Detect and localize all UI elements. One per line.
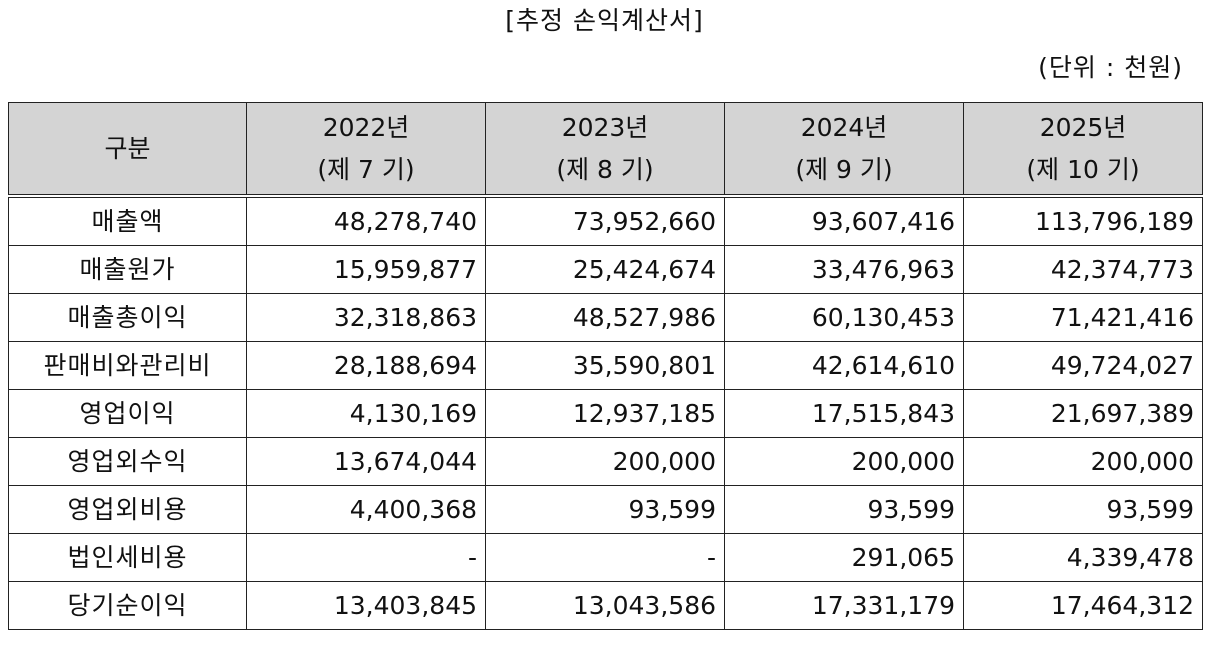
table-row: 영업외비용 4,400,368 93,599 93,599 93,599 [8,485,1203,534]
cell-value: 33,476,963 [724,245,964,294]
row-label: 매출총이익 [8,293,247,342]
row-label: 판매비와관리비 [8,341,247,390]
cell-value: 200,000 [963,437,1203,486]
cell-value: 35,590,801 [485,341,725,390]
cell-value: 291,065 [724,533,964,582]
cell-value: 15,959,877 [246,245,486,294]
table-row: 법인세비용 - - 291,065 4,339,478 [8,533,1203,582]
table-row: 당기순이익 13,403,845 13,043,586 17,331,179 1… [8,581,1203,630]
cell-value: 12,937,185 [485,389,725,438]
header-category: 구분 [8,102,247,197]
cell-value: 13,674,044 [246,437,486,486]
table-body: 매출액 48,278,740 73,952,660 93,607,416 113… [8,195,1203,630]
cell-value: 17,331,179 [724,581,964,630]
header-year-2022: 2022년 (제 7 기) [246,102,486,197]
header-period: (제 7 기) [317,154,415,184]
row-label: 영업외비용 [8,485,247,534]
table-row: 영업외수익 13,674,044 200,000 200,000 200,000 [8,437,1203,486]
document-title: [추정 손익계산서] [505,6,704,35]
cell-value: 200,000 [485,437,725,486]
cell-value: 200,000 [724,437,964,486]
table-row: 매출원가 15,959,877 25,424,674 33,476,963 42… [8,245,1203,294]
cell-value: 49,724,027 [963,341,1203,390]
header-year-2023: 2023년 (제 8 기) [485,102,725,197]
income-statement-table: 구분 2022년 (제 7 기) 2023년 (제 8 기) 2024년 (제 … [8,102,1203,630]
cell-value: 13,403,845 [246,581,486,630]
header-year: 2025년 [1039,112,1127,142]
cell-value: 93,599 [485,485,725,534]
cell-value: 17,464,312 [963,581,1203,630]
unit-note: (단위 : 천원) [1038,53,1183,82]
cell-value: 113,796,189 [963,195,1203,246]
cell-value: 32,318,863 [246,293,486,342]
header-row: 구분 2022년 (제 7 기) 2023년 (제 8 기) 2024년 (제 … [8,102,1203,197]
header-year-2025: 2025년 (제 10 기) [963,102,1203,197]
cell-value: 21,697,389 [963,389,1203,438]
header-year-2024: 2024년 (제 9 기) [724,102,964,197]
header-year: 2024년 [800,112,888,142]
cell-value: 48,278,740 [246,195,486,246]
cell-value: 4,339,478 [963,533,1203,582]
cell-value: 4,130,169 [246,389,486,438]
header-year: 2022년 [322,112,410,142]
table-row: 판매비와관리비 28,188,694 35,590,801 42,614,610… [8,341,1203,390]
header-period: (제 9 기) [795,154,893,184]
cell-value: 42,374,773 [963,245,1203,294]
row-label: 당기순이익 [8,581,247,630]
cell-value: 93,599 [963,485,1203,534]
cell-value: 71,421,416 [963,293,1203,342]
table-row: 매출액 48,278,740 73,952,660 93,607,416 113… [8,195,1203,246]
cell-value: 60,130,453 [724,293,964,342]
cell-value: 17,515,843 [724,389,964,438]
table-row: 매출총이익 32,318,863 48,527,986 60,130,453 7… [8,293,1203,342]
cell-value: 73,952,660 [485,195,725,246]
cell-value: 25,424,674 [485,245,725,294]
cell-value: 13,043,586 [485,581,725,630]
cell-value: 4,400,368 [246,485,486,534]
cell-value: 93,607,416 [724,195,964,246]
table-row: 영업이익 4,130,169 12,937,185 17,515,843 21,… [8,389,1203,438]
cell-value: - [485,533,725,582]
cell-value: - [246,533,486,582]
row-label: 영업이익 [8,389,247,438]
row-label: 영업외수익 [8,437,247,486]
row-label: 법인세비용 [8,533,247,582]
header-period: (제 8 기) [556,154,654,184]
header-year: 2023년 [561,112,649,142]
cell-value: 42,614,610 [724,341,964,390]
cell-value: 48,527,986 [485,293,725,342]
row-label: 매출원가 [8,245,247,294]
cell-value: 28,188,694 [246,341,486,390]
row-label: 매출액 [8,195,247,246]
header-period: (제 10 기) [1026,154,1140,184]
cell-value: 93,599 [724,485,964,534]
